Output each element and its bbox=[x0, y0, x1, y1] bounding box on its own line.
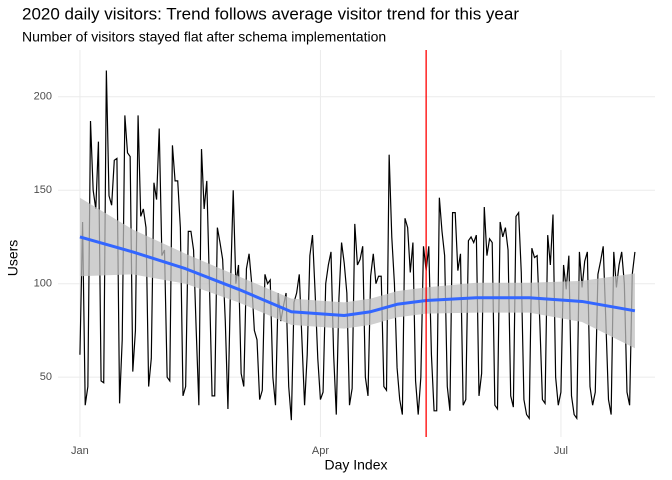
trend-line bbox=[79, 235, 636, 317]
confidence-band bbox=[79, 197, 635, 349]
x-axis-label: Day Index bbox=[324, 457, 387, 473]
chart-subtitle: Number of visitors stayed flat after sch… bbox=[22, 29, 386, 45]
y-axis-label: Users bbox=[5, 240, 21, 277]
chart-title: 2020 daily visitors: Trend follows avera… bbox=[22, 4, 519, 23]
y-tick-label: 150 bbox=[34, 184, 52, 196]
x-tick-label: Apr bbox=[312, 445, 329, 457]
x-tick-label: Jan bbox=[71, 445, 89, 457]
y-tick-label: 100 bbox=[34, 278, 52, 290]
data-line bbox=[79, 70, 636, 421]
y-tick-label: 50 bbox=[40, 371, 52, 383]
y-tick-label: 200 bbox=[34, 91, 52, 103]
x-tick-label: Jul bbox=[554, 445, 568, 457]
